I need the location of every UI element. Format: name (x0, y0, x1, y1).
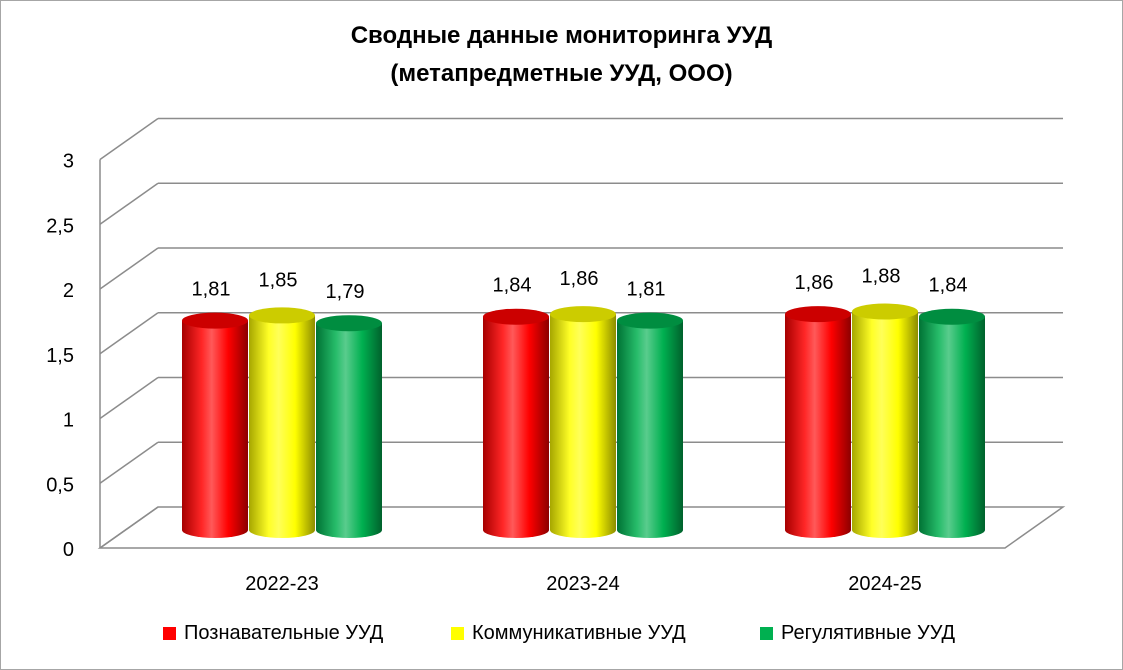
bar-top (550, 306, 616, 323)
bar (316, 323, 382, 538)
bar-top (919, 308, 985, 325)
bar-top (182, 312, 248, 329)
legend-swatch-regulatory (760, 627, 773, 640)
grid-diagonal (99, 441, 159, 484)
bar (550, 314, 616, 538)
chart-floor (97, 506, 1066, 549)
legend-label-cognitive: Познавательные УУД (184, 622, 384, 644)
bar (919, 316, 985, 538)
bar (785, 314, 851, 538)
data-label: 1,86 (795, 272, 834, 294)
x-tick-label: 2022-23 (245, 573, 318, 595)
data-label: 1,81 (627, 279, 666, 301)
grid-diagonal (99, 376, 159, 420)
y-tick-label: 1,5 (46, 345, 74, 367)
bar-top (617, 312, 683, 329)
legend-label-communicative: Коммуникативные УУД (472, 622, 686, 644)
legend-item-communicative: Коммуникативные УУД (451, 622, 686, 645)
bar-top (785, 306, 851, 323)
legend-swatch-communicative (451, 627, 464, 640)
bar-top (852, 303, 918, 320)
grid-diagonal (99, 117, 159, 161)
y-tick-label: 2,5 (46, 215, 74, 237)
grid-diagonal (99, 247, 159, 290)
bar (483, 316, 549, 538)
data-label: 1,86 (560, 268, 599, 290)
bar (182, 320, 248, 538)
data-label: 1,81 (192, 279, 231, 301)
bar-top (483, 308, 549, 325)
chart-legend: Познавательные УУД Коммуникативные УУД Р… (0, 622, 1123, 650)
x-tick-label: 2024-25 (848, 573, 921, 595)
y-tick-label: 2 (63, 280, 74, 302)
chart-subtitle: (метапредметные УУД, ООО) (390, 60, 733, 87)
data-label: 1,84 (493, 275, 532, 297)
data-label: 1,84 (929, 275, 968, 297)
grid-diagonal (99, 182, 159, 225)
y-tick-label: 1 (63, 410, 74, 432)
legend-swatch-cognitive (163, 627, 176, 640)
y-tick-label: 0 (63, 539, 74, 561)
data-label: 1,88 (862, 266, 901, 288)
bar (852, 311, 918, 538)
legend-label-regulatory: Регулятивные УУД (781, 622, 956, 644)
bar (249, 315, 315, 538)
bar-top (249, 307, 315, 324)
data-label: 1,79 (326, 281, 365, 303)
y-tick-label: 0,5 (46, 474, 74, 496)
bar (617, 320, 683, 538)
chart-title: Сводные данные мониторинга УУД (350, 22, 773, 49)
bar-top (316, 315, 382, 332)
y-tick-label: 3 (63, 151, 74, 173)
legend-item-cognitive: Познавательные УУД (163, 622, 383, 645)
legend-item-regulatory: Регулятивные УУД (760, 622, 955, 645)
x-tick-label: 2023-24 (546, 573, 619, 595)
grid-diagonal (99, 312, 159, 355)
data-label: 1,85 (259, 269, 298, 291)
